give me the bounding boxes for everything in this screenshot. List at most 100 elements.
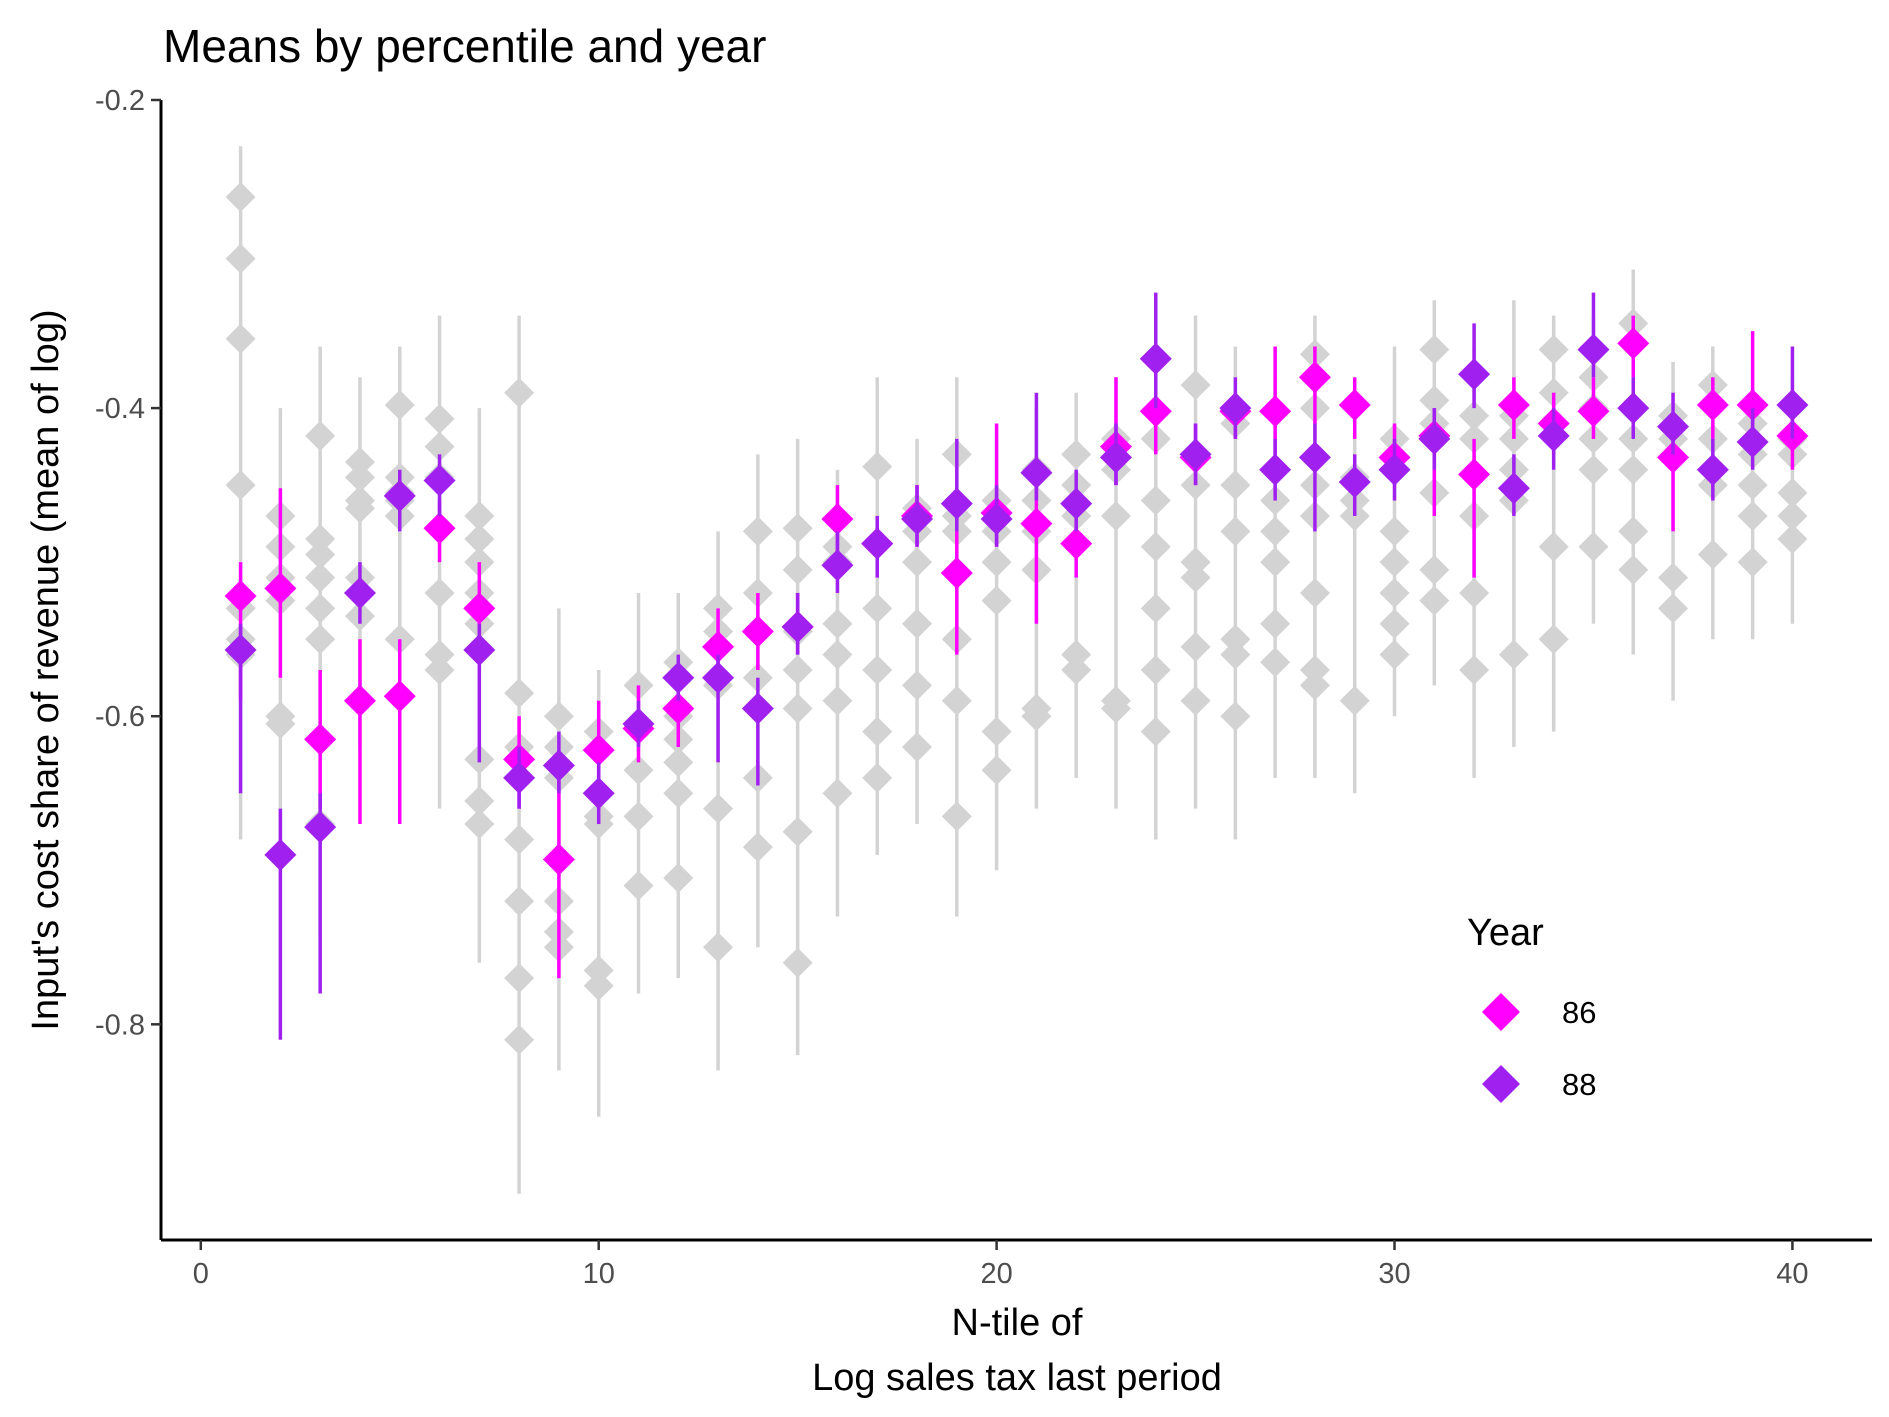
series-88-point [1577, 333, 1610, 366]
other-year-point [742, 516, 773, 547]
other-year-point [424, 431, 455, 462]
other-year-point [663, 747, 694, 778]
series-88-point [702, 661, 735, 694]
other-year-point [504, 377, 535, 408]
other-year-point [583, 970, 614, 1001]
other-year-point [1379, 608, 1410, 639]
other-year-point [822, 778, 853, 809]
other-year-point [1419, 585, 1450, 616]
other-year-point [1260, 516, 1291, 547]
series-88-point [503, 761, 536, 794]
series-86-point [264, 572, 297, 605]
other-year-point [1737, 547, 1768, 578]
other-year-point [1777, 500, 1808, 531]
series-88-point [781, 610, 814, 643]
other-year-point [384, 390, 415, 421]
legend-key-88 [1482, 1065, 1520, 1103]
series-86-point [1458, 458, 1491, 491]
series-86-point [463, 592, 496, 625]
other-year-point [782, 947, 813, 978]
other-year-point [1260, 608, 1291, 639]
y-tick-label: -0.6 [95, 701, 145, 733]
other-year-point [464, 785, 495, 816]
series-86-point [224, 580, 257, 613]
other-year-point [424, 655, 455, 685]
series-88-point [383, 479, 416, 512]
other-year-point [1618, 516, 1649, 547]
other-year-point [225, 470, 256, 501]
series-88-point [1776, 389, 1809, 422]
legend: Year 86 88 [1467, 912, 1596, 1103]
series-88-point [1736, 426, 1769, 458]
other-year-point [1140, 655, 1171, 685]
series-86-point [1060, 527, 1093, 560]
other-year-point [344, 462, 375, 493]
series-88-point [423, 464, 456, 497]
other-year-point [862, 593, 893, 624]
series-86-point [343, 684, 376, 717]
other-year-point [1379, 639, 1410, 670]
other-year-point [424, 639, 455, 670]
other-year-point [1220, 701, 1251, 732]
y-tick-label: -0.4 [95, 393, 145, 425]
other-year-point [742, 832, 773, 863]
other-year-point [1299, 670, 1330, 701]
y-axis-ticks: -0.2 -0.4 -0.6 -0.8 [95, 85, 161, 1041]
other-year-point [623, 870, 654, 901]
other-year-point [902, 608, 933, 639]
other-years-layer [225, 146, 1808, 1194]
other-year-point [782, 693, 813, 724]
other-year-point [1220, 624, 1251, 655]
other-year-point [305, 420, 336, 451]
other-year-point [583, 955, 614, 986]
other-year-point [464, 524, 495, 555]
other-year-point [1618, 554, 1649, 585]
other-year-point [1578, 531, 1609, 562]
axes [159, 100, 1872, 1242]
x-axis-title-line-2: Log sales tax last period [812, 1357, 1222, 1399]
other-year-point [1658, 562, 1689, 593]
series-88-point [662, 661, 695, 694]
other-year-point [344, 493, 375, 524]
other-year-point [1061, 639, 1092, 670]
series-86-point [702, 630, 735, 663]
series-86-point [1617, 327, 1650, 360]
x-axis-title-line-1: N-tile of [952, 1302, 1083, 1344]
other-year-point [1140, 716, 1171, 747]
x-tick-label: 20 [980, 1258, 1012, 1290]
other-year-point [663, 862, 694, 893]
series-88-point [1020, 456, 1053, 489]
series-88-point [940, 487, 973, 520]
series-86-point [1338, 389, 1371, 422]
series-88-point [1418, 422, 1451, 455]
other-year-point [862, 716, 893, 747]
other-year-point [1100, 693, 1131, 724]
series-88-point [1298, 441, 1331, 474]
series-86-point [1577, 395, 1610, 428]
other-year-point [1339, 685, 1370, 716]
other-year-point [305, 562, 336, 593]
series-86-point [304, 723, 337, 756]
other-year-point [1459, 655, 1490, 685]
other-year-point [1140, 485, 1171, 516]
other-year-point [504, 886, 535, 917]
other-year-point [981, 716, 1012, 747]
other-year-point [623, 755, 654, 786]
series-88-point [224, 633, 257, 666]
other-year-point [981, 585, 1012, 616]
series-86-point [1696, 389, 1729, 422]
other-year-point [464, 809, 495, 840]
other-year-point [1220, 470, 1251, 501]
other-year-point [703, 793, 734, 824]
series-88-point [1179, 438, 1212, 471]
x-tick-label: 40 [1776, 1258, 1808, 1290]
other-year-point [1260, 547, 1291, 578]
series-88-point [1537, 419, 1570, 452]
series-86-point [821, 503, 854, 536]
other-year-point [1021, 701, 1052, 732]
other-year-point [1618, 454, 1649, 485]
series-88-point [343, 576, 376, 609]
other-year-point [504, 678, 535, 709]
other-year-point [941, 801, 972, 832]
other-year-point [862, 655, 893, 685]
